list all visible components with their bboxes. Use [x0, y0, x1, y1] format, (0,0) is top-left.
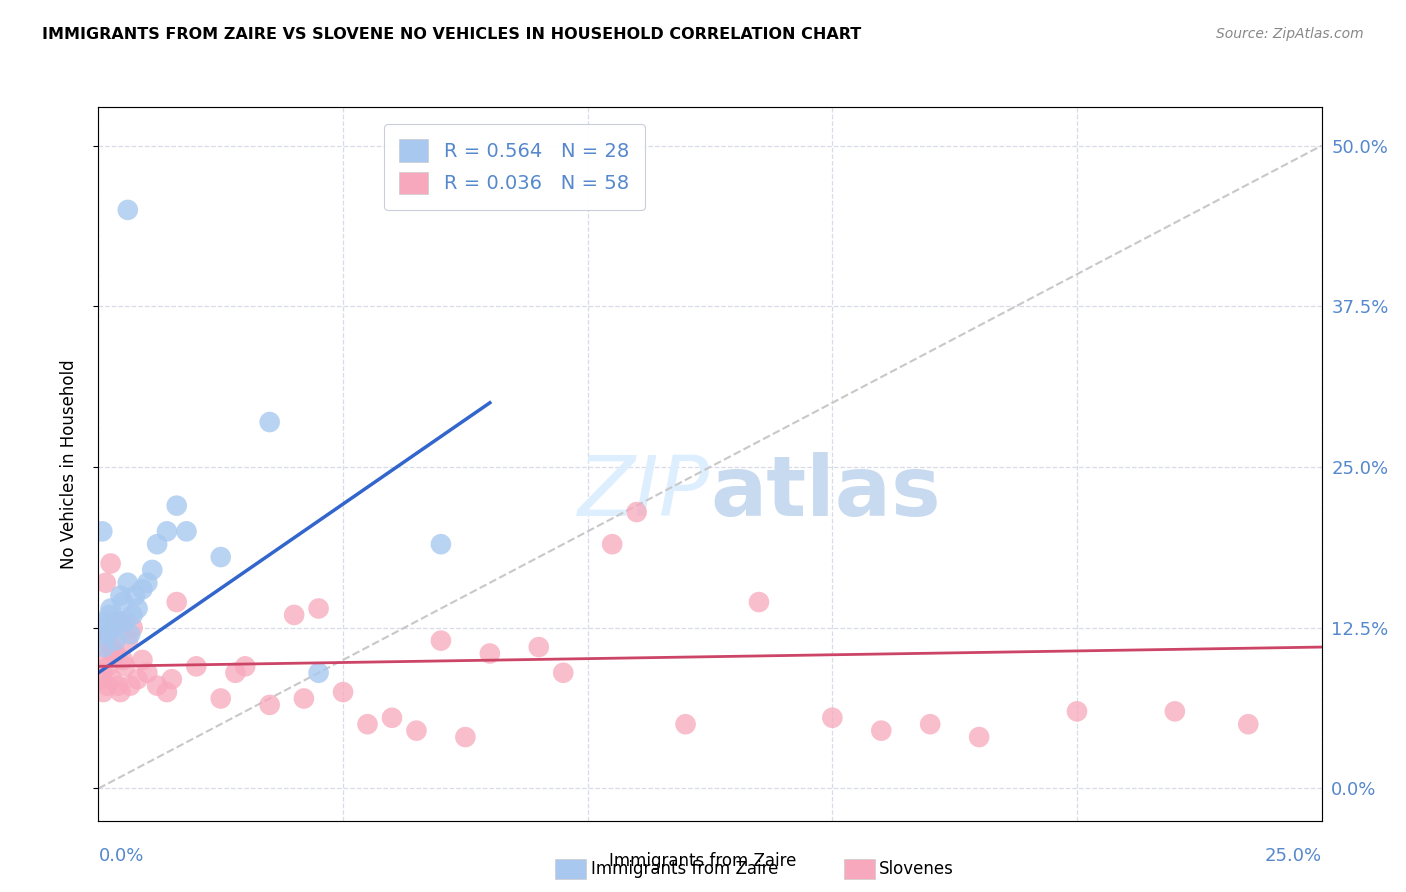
- Point: [967, 730, 990, 744]
- Point: [91, 621, 114, 635]
- Point: [121, 621, 143, 635]
- Point: [553, 665, 575, 680]
- Point: [131, 582, 153, 597]
- Text: IMMIGRANTS FROM ZAIRE VS SLOVENE NO VEHICLES IN HOUSEHOLD CORRELATION CHART: IMMIGRANTS FROM ZAIRE VS SLOVENE NO VEHI…: [42, 27, 862, 42]
- Point: [101, 647, 124, 661]
- Point: [117, 202, 139, 217]
- Point: [98, 627, 121, 641]
- Point: [104, 633, 127, 648]
- Point: [94, 615, 117, 629]
- Point: [91, 524, 114, 539]
- Point: [104, 647, 127, 661]
- Point: [430, 537, 453, 551]
- Point: [93, 653, 115, 667]
- Point: [259, 415, 281, 429]
- Point: [146, 679, 169, 693]
- Point: [283, 607, 305, 622]
- Point: [100, 601, 122, 615]
- Point: [156, 524, 179, 539]
- Point: [405, 723, 427, 738]
- Point: [114, 615, 136, 629]
- Point: [90, 672, 112, 686]
- Point: [166, 595, 188, 609]
- Text: Immigrants from Zaire: Immigrants from Zaire: [609, 852, 797, 870]
- Point: [121, 607, 143, 622]
- Y-axis label: No Vehicles in Household: No Vehicles in Household: [59, 359, 77, 569]
- Point: [748, 595, 770, 609]
- Point: [120, 679, 142, 693]
- Point: [1237, 717, 1260, 731]
- Point: [96, 679, 118, 693]
- Point: [332, 685, 354, 699]
- Point: [131, 653, 153, 667]
- Point: [101, 672, 124, 686]
- Point: [96, 627, 118, 641]
- Point: [1066, 704, 1088, 718]
- Point: [356, 717, 378, 731]
- Point: [176, 524, 198, 539]
- Point: [160, 672, 183, 686]
- Legend: R = 0.564   N = 28, R = 0.036   N = 58: R = 0.564 N = 28, R = 0.036 N = 58: [384, 124, 645, 210]
- Point: [454, 730, 477, 744]
- Point: [110, 615, 132, 629]
- Point: [186, 659, 208, 673]
- Point: [94, 575, 117, 590]
- Point: [120, 627, 142, 641]
- Point: [146, 537, 169, 551]
- Point: [100, 640, 122, 654]
- Point: [308, 601, 330, 615]
- Point: [292, 691, 315, 706]
- Point: [127, 672, 149, 686]
- Point: [141, 563, 163, 577]
- Point: [91, 685, 114, 699]
- Point: [308, 665, 330, 680]
- Point: [107, 679, 129, 693]
- Point: [675, 717, 697, 731]
- Point: [870, 723, 893, 738]
- Point: [98, 607, 121, 622]
- Point: [117, 575, 139, 590]
- Point: [166, 499, 188, 513]
- Point: [124, 589, 146, 603]
- Text: ZIP: ZIP: [578, 452, 710, 533]
- Point: [97, 659, 120, 673]
- Point: [110, 685, 132, 699]
- Point: [209, 550, 232, 565]
- Point: [381, 711, 404, 725]
- Point: [527, 640, 550, 654]
- Point: [224, 665, 246, 680]
- Point: [136, 665, 159, 680]
- Point: [430, 633, 453, 648]
- Point: [478, 647, 501, 661]
- Text: Source: ZipAtlas.com: Source: ZipAtlas.com: [1216, 27, 1364, 41]
- Text: Immigrants from Zaire: Immigrants from Zaire: [591, 860, 778, 878]
- Point: [93, 640, 115, 654]
- Point: [821, 711, 844, 725]
- Point: [920, 717, 942, 731]
- Point: [91, 665, 114, 680]
- Point: [136, 575, 159, 590]
- Point: [94, 633, 117, 648]
- Point: [117, 633, 139, 648]
- Point: [111, 595, 134, 609]
- Point: [101, 621, 124, 635]
- Point: [111, 653, 134, 667]
- Point: [233, 659, 256, 673]
- Point: [100, 557, 122, 571]
- Text: 0.0%: 0.0%: [98, 847, 143, 865]
- Point: [127, 601, 149, 615]
- Point: [600, 537, 623, 551]
- Point: [110, 589, 132, 603]
- Text: 25.0%: 25.0%: [1264, 847, 1322, 865]
- Point: [626, 505, 648, 519]
- Point: [114, 659, 136, 673]
- Text: atlas: atlas: [710, 452, 941, 533]
- Point: [104, 615, 127, 629]
- Point: [259, 698, 281, 712]
- Text: Slovenes: Slovenes: [879, 860, 953, 878]
- Point: [107, 615, 129, 629]
- Point: [156, 685, 179, 699]
- Point: [209, 691, 232, 706]
- Point: [1164, 704, 1187, 718]
